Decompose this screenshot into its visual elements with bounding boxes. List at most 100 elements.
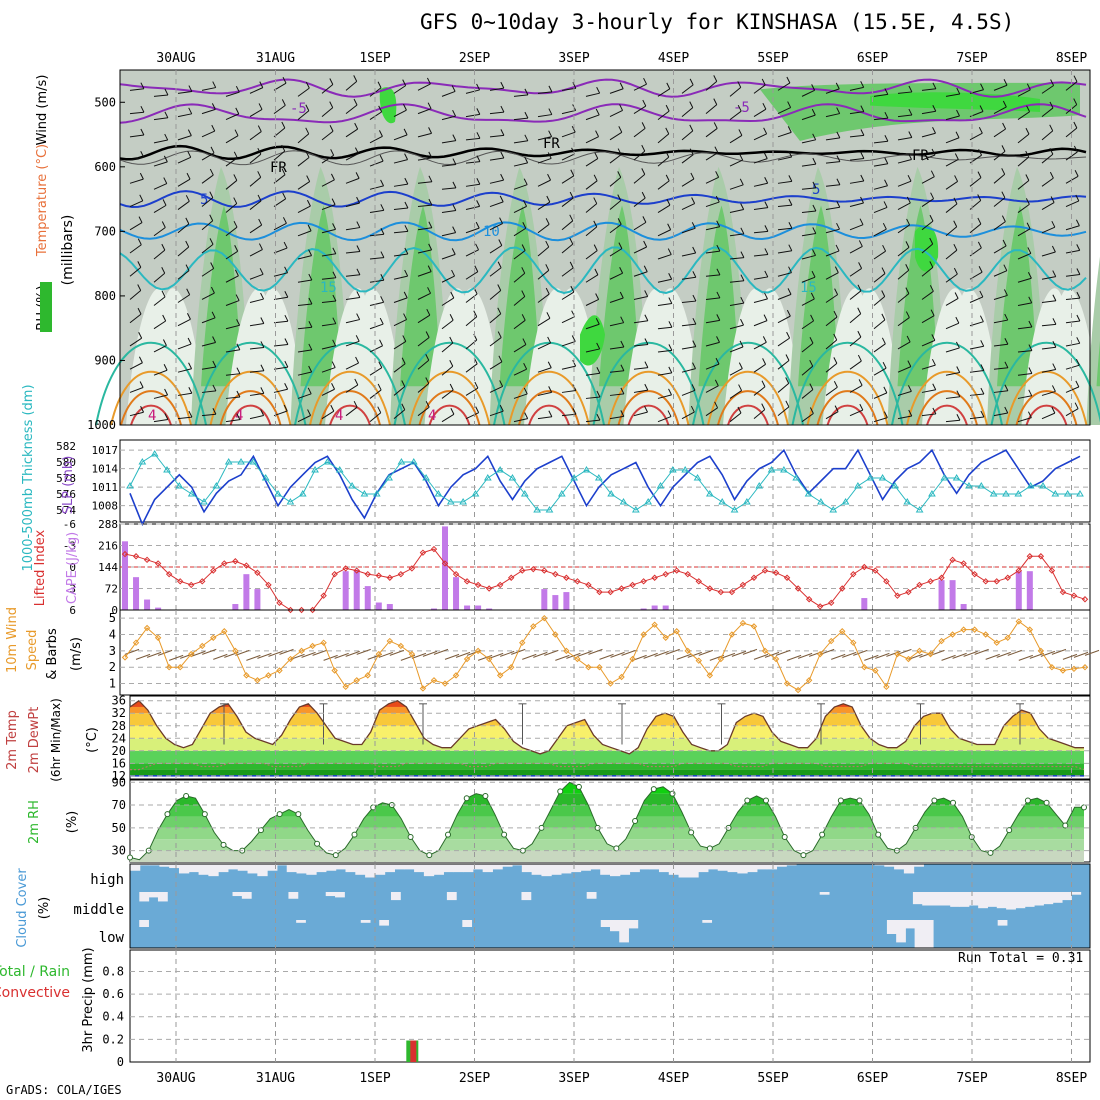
li-marker xyxy=(320,592,327,599)
wind-barb xyxy=(129,222,143,231)
wind-barb-flag xyxy=(1075,380,1080,388)
wind-barb xyxy=(297,205,311,213)
wind-barb xyxy=(153,139,168,144)
cloud-cell xyxy=(580,864,591,871)
wind-barb-flag xyxy=(643,265,648,272)
li-marker xyxy=(772,569,780,576)
rh-marker xyxy=(744,797,751,804)
wind-barb-flag xyxy=(212,81,217,88)
date-tick-label-top: 3SEP xyxy=(558,51,589,66)
rh-marker xyxy=(669,790,676,797)
wind-speed-marker xyxy=(850,639,857,646)
wind-barb xyxy=(825,113,840,118)
low-level-isotherm xyxy=(727,404,769,426)
wind-barb xyxy=(273,344,288,347)
wind-barb-flag xyxy=(956,87,961,95)
wind-barb xyxy=(225,135,239,144)
wind-barb-flag xyxy=(691,222,696,229)
wind-barb-flag xyxy=(308,321,313,328)
surface-wind-barb xyxy=(709,654,724,661)
wind-speed-marker xyxy=(905,655,912,663)
wind-barb-flag xyxy=(740,318,744,326)
low-level-isotherm xyxy=(493,341,605,426)
rh-marker xyxy=(501,831,508,838)
wind-barb-flag xyxy=(284,266,289,274)
wind-barb xyxy=(561,316,575,324)
wind-barb-flag xyxy=(809,359,814,367)
low-level-isotherm xyxy=(916,390,978,426)
wind-barb-flag xyxy=(835,82,840,90)
wind-barb-flag xyxy=(258,218,263,226)
wind-barb xyxy=(177,200,190,210)
cloud-cell xyxy=(159,864,170,867)
thickness-marker xyxy=(829,506,838,513)
wind-barb xyxy=(825,161,840,164)
wind-barb xyxy=(945,347,960,353)
wind-barb-flag xyxy=(714,379,719,387)
wind-barb xyxy=(801,365,814,376)
thickness-marker xyxy=(372,490,381,497)
cloud-cell xyxy=(747,864,758,873)
wind-barb xyxy=(297,349,312,353)
wind-barb-flag xyxy=(786,309,791,317)
pressure-tick-label: 500 xyxy=(94,95,116,109)
cloud-cell xyxy=(678,864,689,878)
wind-speed-marker xyxy=(430,677,438,684)
wind-barb xyxy=(177,135,192,141)
wind-barb xyxy=(489,111,504,115)
wind-speed-marker xyxy=(794,686,802,694)
cape-bar xyxy=(541,589,548,610)
wind-barb-flag xyxy=(905,264,910,271)
wind-speed-marker xyxy=(143,624,151,632)
li-marker xyxy=(574,578,581,585)
wind-barb xyxy=(273,410,288,417)
contour-label: 4 xyxy=(235,408,243,424)
wind-barb-flag xyxy=(1052,270,1057,277)
pressure-tick-label: 600 xyxy=(94,160,116,174)
wind-barb-flag xyxy=(545,287,550,295)
wind-barb xyxy=(609,200,622,210)
wind-barb xyxy=(417,204,432,208)
wind-barb-flag xyxy=(1073,145,1078,153)
wind-barb-flag xyxy=(524,111,529,119)
thickness-marker xyxy=(409,458,418,465)
wind-barb xyxy=(873,417,888,423)
wind-barb xyxy=(1065,364,1080,370)
wind-barb-flag xyxy=(450,408,455,415)
cape-bar xyxy=(640,608,647,610)
wind-barb xyxy=(561,153,575,161)
cloud-cell xyxy=(702,920,713,923)
wind-barb xyxy=(489,267,502,277)
wind-barb xyxy=(801,389,814,399)
surface-wind-barb xyxy=(1084,649,1100,656)
cloud-cell xyxy=(649,864,660,870)
wind-barb-flag xyxy=(643,77,648,85)
cloud-cell xyxy=(288,892,299,899)
wind-barb-flag xyxy=(499,404,504,412)
contour-label: -5 xyxy=(290,101,307,117)
wind-barb-flag xyxy=(715,171,720,178)
thickness-marker xyxy=(397,458,406,465)
wind-barb xyxy=(561,243,574,254)
wind-barb xyxy=(345,274,360,277)
wind-barb xyxy=(249,249,263,257)
wind-barb-flag xyxy=(451,269,456,277)
rh-marker xyxy=(201,811,208,818)
precip-total-label: Total / Rain xyxy=(0,964,70,980)
wind-barb xyxy=(897,224,910,234)
wind-barb xyxy=(249,370,264,373)
wind-speed-marker xyxy=(1059,667,1067,674)
thickness-marker xyxy=(952,474,961,481)
wind-barb-flag xyxy=(162,339,167,346)
wind-barb xyxy=(993,106,1007,115)
cloud-cell xyxy=(335,892,345,898)
run-total-label: Run Total = 0.31 xyxy=(958,951,1084,966)
thickness-marker xyxy=(705,490,714,497)
wind-barb xyxy=(177,113,192,118)
wind-barb-flag xyxy=(161,243,166,251)
wind-speed-marker xyxy=(419,685,427,692)
surface-wind-barb xyxy=(433,648,449,655)
rh-color-band xyxy=(130,816,1084,828)
wind-barb xyxy=(273,82,287,91)
